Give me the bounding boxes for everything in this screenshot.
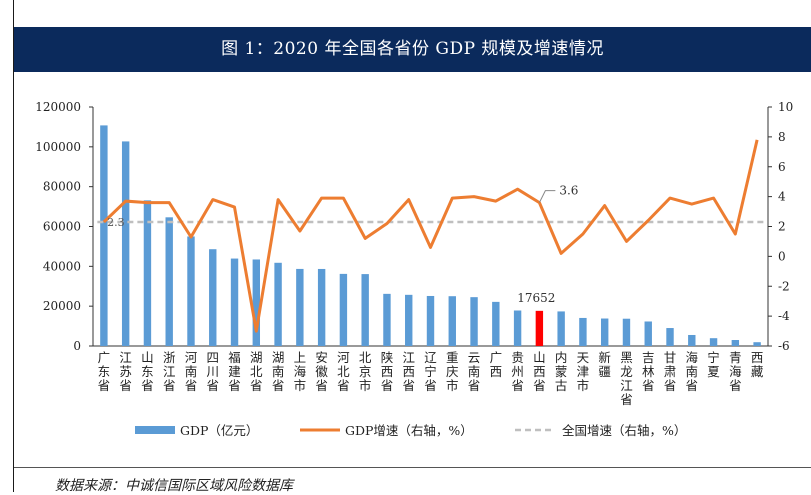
category-label: 天津市: [577, 350, 590, 393]
category-label: 安徽省: [315, 350, 328, 393]
category-label: 重庆市: [446, 350, 459, 393]
category-label: 吉林省: [642, 350, 655, 393]
left-tick-label: 40000: [43, 259, 81, 273]
gdp-bar: [623, 319, 630, 346]
gdp-bar: [166, 217, 173, 346]
gdp-bar: [187, 236, 194, 346]
gdp-bar: [579, 318, 586, 346]
category-label: 海南省: [686, 350, 699, 393]
left-tick-label: 20000: [43, 299, 81, 313]
right-tick-label: -2: [778, 279, 790, 293]
gdp-bar: [753, 342, 760, 346]
gdp-bar: [231, 259, 238, 346]
gdp-bar: [645, 321, 652, 346]
category-label: 山东省: [141, 350, 154, 393]
right-tick-label: -4: [778, 309, 790, 323]
right-tick-label: 6: [778, 160, 786, 174]
data-source: 数据来源：中诚信国际区域风险数据库: [55, 475, 293, 495]
gdp-bar: [601, 319, 608, 346]
category-label: 浙江省: [163, 350, 176, 393]
category-label: 江苏省: [119, 350, 132, 393]
gdp-bar: [427, 296, 434, 346]
category-label: 上海市: [294, 350, 307, 393]
gdp-bar: [383, 294, 390, 346]
category-label: 四川省: [207, 350, 220, 393]
gdp-bar: [100, 125, 107, 346]
chart-svg: 0 20000 40000 60000 80000 100000 120000 -6 -4 -2 0…: [0, 0, 811, 470]
gdp-bar: [274, 263, 281, 346]
annotation-shanxi-gdp: 17652: [517, 291, 555, 305]
gdp-bar: [449, 296, 456, 346]
right-tick-label: 8: [778, 130, 786, 144]
gdp-bar: [666, 328, 673, 346]
category-label: 新疆: [598, 350, 611, 379]
legend-national-label: 全国增速（右轴，%）: [562, 423, 686, 438]
category-label: 河北省: [337, 350, 350, 393]
gdp-bar: [688, 335, 695, 346]
category-label: 河南省: [185, 350, 198, 393]
gdp-bar: [361, 274, 368, 346]
category-label: 福建省: [228, 350, 241, 393]
category-label: 宁夏: [707, 350, 720, 379]
left-tick-label: 60000: [43, 220, 81, 234]
category-label: 青海省: [729, 350, 742, 393]
legend-gdp-label: GDP（亿元）: [180, 423, 258, 438]
left-tick-label: 0: [73, 339, 81, 353]
annotation-shanxi-growth: 3.6: [559, 184, 578, 198]
category-label: 湖北省: [250, 350, 263, 393]
gdp-bar: [492, 302, 499, 346]
gdp-bar: [122, 141, 129, 346]
legend-growth-label: GDP增速（右轴，%）: [345, 423, 473, 438]
footer-divider: [14, 467, 811, 468]
left-tick-label: 100000: [35, 140, 81, 154]
gdp-bar: [710, 338, 717, 346]
category-label: 陕西省: [381, 350, 394, 393]
gdp-bar: [209, 249, 216, 346]
gdp-bar: [253, 259, 260, 346]
gdp-bar: [557, 311, 564, 346]
category-label: 云南省: [468, 350, 481, 393]
category-label: 贵州省: [511, 350, 524, 393]
right-tick-label: 2: [778, 220, 786, 234]
annotation-leader-line: [539, 191, 555, 203]
gdp-bar: [340, 274, 347, 346]
category-label: 北京市: [359, 350, 372, 393]
gdp-bar: [514, 310, 521, 346]
right-tick-label: 0: [778, 249, 786, 263]
category-label: 黑龙江省: [620, 350, 633, 407]
category-label: 湖南省: [272, 350, 285, 393]
category-label: 内蒙古: [555, 350, 568, 393]
gdp-bar: [296, 269, 303, 346]
category-label: 西藏: [751, 350, 764, 379]
annotation-national-growth: 2.3: [107, 216, 125, 229]
category-label: 山西省: [533, 350, 546, 393]
gdp-bar: [470, 297, 477, 346]
category-label: 江西省: [402, 350, 415, 393]
category-label: 广东省: [98, 350, 111, 393]
category-label: 甘肃省: [664, 350, 677, 393]
gdp-bar: [536, 311, 543, 346]
category-label: 广西: [490, 350, 503, 379]
right-tick-label: -6: [778, 339, 790, 353]
category-label: 辽宁省: [424, 350, 437, 393]
gdp-bar: [405, 295, 412, 346]
legend-gdp-swatch: [135, 426, 175, 434]
gdp-bar: [732, 340, 739, 346]
right-tick-label: 10: [778, 100, 793, 114]
left-tick-label: 80000: [43, 180, 81, 194]
gdp-bar: [318, 269, 325, 346]
left-tick-label: 120000: [35, 100, 81, 114]
right-tick-label: 4: [778, 190, 786, 204]
